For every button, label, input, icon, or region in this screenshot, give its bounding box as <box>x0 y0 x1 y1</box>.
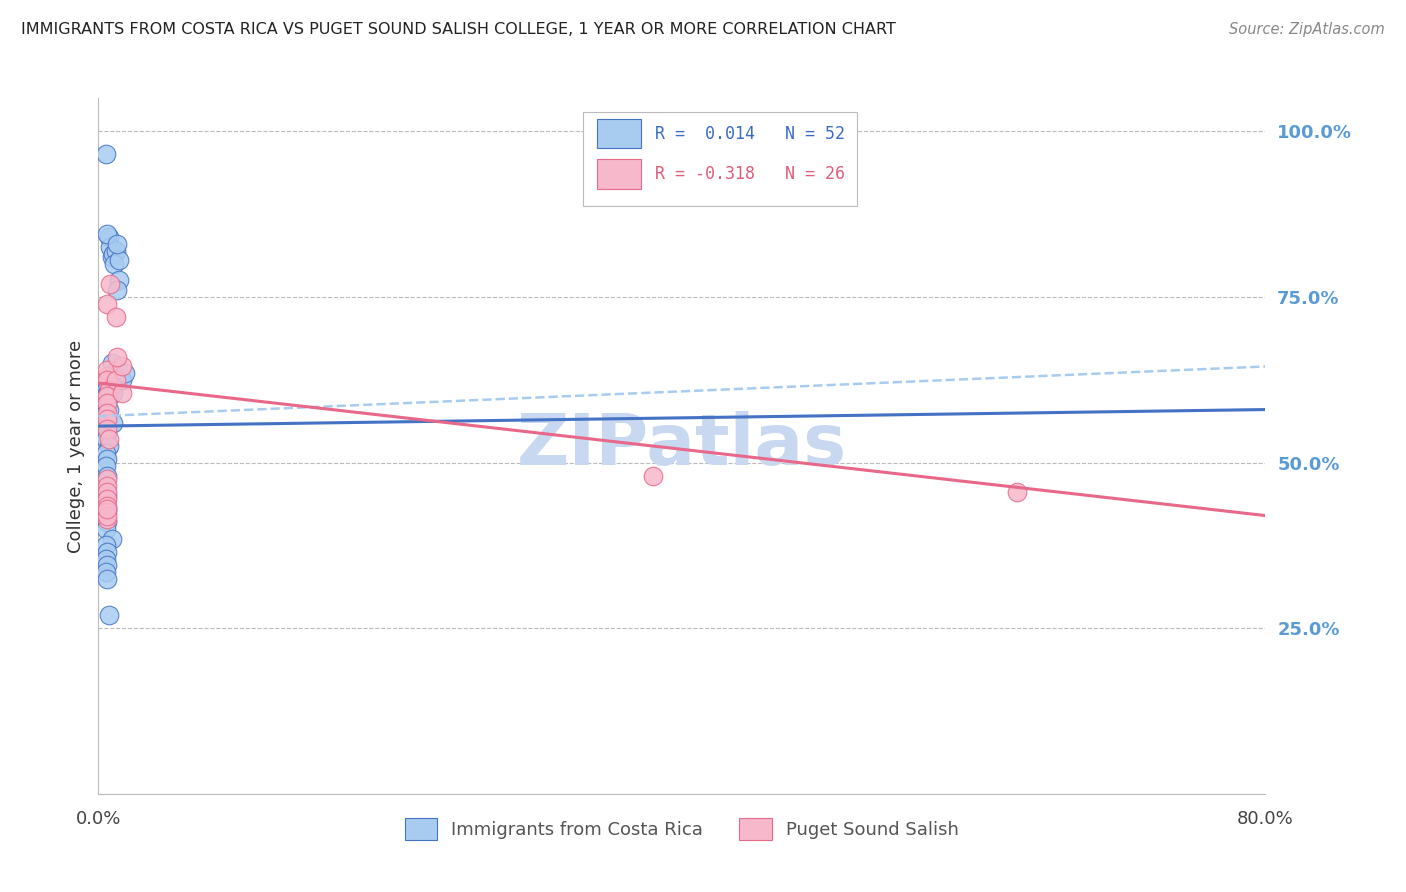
Point <box>105 236 128 251</box>
Point <box>94 396 117 410</box>
FancyBboxPatch shape <box>596 119 641 148</box>
FancyBboxPatch shape <box>596 160 641 188</box>
Point <box>96 502 118 516</box>
Point <box>114 366 136 380</box>
Point <box>96 479 118 493</box>
Point <box>96 452 118 467</box>
Point <box>94 433 117 447</box>
Point <box>104 373 127 387</box>
Point <box>96 491 118 506</box>
Point <box>100 250 122 264</box>
Point <box>101 416 124 430</box>
Point <box>96 386 118 401</box>
Point <box>103 366 125 380</box>
Point <box>111 359 134 374</box>
Point <box>97 383 120 397</box>
Point <box>96 572 118 586</box>
Point <box>96 499 118 513</box>
Point <box>98 240 121 254</box>
Point <box>96 412 118 426</box>
Point <box>96 363 118 377</box>
Point <box>108 253 131 268</box>
Point <box>98 389 121 403</box>
Point <box>96 545 118 559</box>
Point <box>101 247 124 261</box>
Point <box>96 396 118 410</box>
Point <box>97 230 120 244</box>
Point <box>641 468 664 483</box>
Point <box>94 551 117 566</box>
Point <box>96 515 118 529</box>
Point <box>111 373 134 387</box>
Point <box>97 433 120 447</box>
Point <box>97 373 120 387</box>
Point <box>96 468 118 483</box>
Point <box>105 283 128 297</box>
Point <box>96 512 118 526</box>
Point <box>96 485 118 500</box>
Point <box>96 399 118 413</box>
Point <box>96 472 118 486</box>
Point <box>94 495 117 509</box>
FancyBboxPatch shape <box>582 112 856 206</box>
Point <box>96 373 118 387</box>
Point <box>96 369 118 384</box>
Point <box>108 273 131 287</box>
Point <box>96 389 118 403</box>
Point <box>96 502 118 516</box>
Point <box>101 386 124 401</box>
Point <box>94 538 117 552</box>
Y-axis label: College, 1 year or more: College, 1 year or more <box>66 340 84 552</box>
Point <box>98 277 121 291</box>
Point <box>100 532 122 546</box>
Point <box>96 505 118 519</box>
Point <box>1007 485 1029 500</box>
Point <box>94 147 117 161</box>
Point <box>96 406 118 420</box>
Point <box>94 383 117 397</box>
Point <box>97 439 120 453</box>
Legend: Immigrants from Costa Rica, Puget Sound Salish: Immigrants from Costa Rica, Puget Sound … <box>398 811 966 847</box>
Point <box>94 409 117 424</box>
Text: Source: ZipAtlas.com: Source: ZipAtlas.com <box>1229 22 1385 37</box>
Point <box>96 558 118 573</box>
Point <box>97 402 120 417</box>
Point <box>105 350 128 364</box>
Point <box>96 425 118 440</box>
Point <box>100 356 122 370</box>
Point <box>94 389 117 403</box>
Text: R =  0.014   N = 52: R = 0.014 N = 52 <box>655 125 845 143</box>
Point <box>96 412 118 426</box>
Point <box>104 244 127 258</box>
Point <box>97 607 120 622</box>
Point <box>96 508 118 523</box>
Point <box>94 419 117 434</box>
Point <box>111 386 134 401</box>
Point <box>103 257 125 271</box>
Point <box>94 522 117 536</box>
Point <box>96 489 118 503</box>
Point <box>96 379 118 393</box>
Point <box>94 565 117 579</box>
Point <box>94 508 117 523</box>
Text: R = -0.318   N = 26: R = -0.318 N = 26 <box>655 165 845 183</box>
Text: ZIPatlas: ZIPatlas <box>517 411 846 481</box>
Point <box>94 445 117 459</box>
Point <box>96 422 118 436</box>
Point <box>104 310 127 324</box>
Point <box>96 296 118 310</box>
Point <box>94 458 117 473</box>
Point <box>96 227 118 241</box>
Point <box>94 482 117 496</box>
Text: IMMIGRANTS FROM COSTA RICA VS PUGET SOUND SALISH COLLEGE, 1 YEAR OR MORE CORRELA: IMMIGRANTS FROM COSTA RICA VS PUGET SOUN… <box>21 22 896 37</box>
